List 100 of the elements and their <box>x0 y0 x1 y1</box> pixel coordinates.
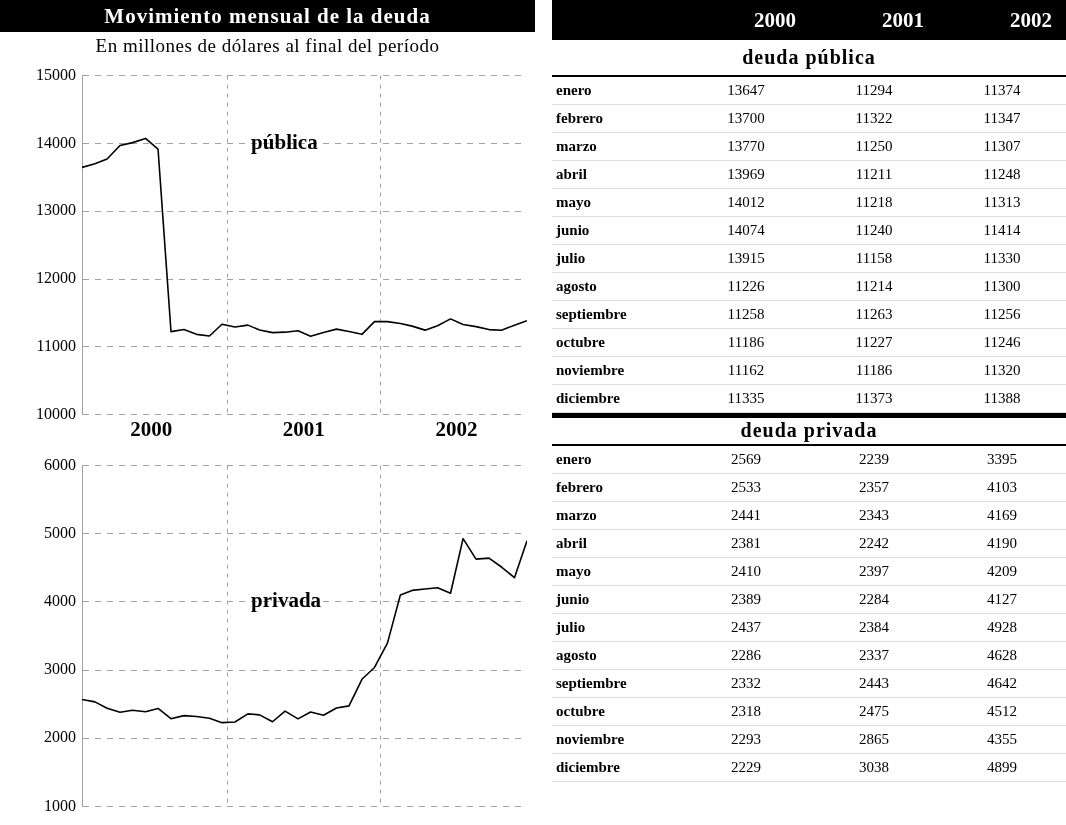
y-tick-label: enero <box>555 449 593 469</box>
y-tick-label: diciembre <box>555 757 621 777</box>
y-tick-label: 4000 <box>44 592 76 610</box>
y-tick-label: diciembre <box>555 388 621 408</box>
data-label: 4628 <box>986 645 1018 665</box>
data-label: 2475 <box>858 701 890 721</box>
y-tick-label: abril <box>555 533 588 553</box>
data-label: 2397 <box>858 561 890 581</box>
data-label: 2229 <box>730 757 762 777</box>
data-label: 4127 <box>986 589 1018 609</box>
y-tick-label: 3000 <box>44 660 76 678</box>
data-label: 14074 <box>726 220 766 240</box>
data-label: 2441 <box>730 505 762 525</box>
y-tick-label: agosto <box>555 276 598 296</box>
data-label: 4355 <box>986 729 1018 749</box>
data-label: 2389 <box>730 589 762 609</box>
data-label: 11218 <box>854 192 894 212</box>
y-tick-label: 14000 <box>36 133 76 151</box>
data-label: 2239 <box>858 449 890 469</box>
y-tick-label: 10000 <box>36 405 76 422</box>
y-tick-label: mayo <box>555 192 592 212</box>
data-label: 11186 <box>726 332 766 352</box>
data-label: 11335 <box>726 388 766 408</box>
data-label: 11414 <box>982 220 1022 240</box>
chart-title: Movimiento mensual de la deuda <box>0 0 535 32</box>
data-label: 11313 <box>982 192 1022 212</box>
data-label: 2332 <box>730 673 762 693</box>
y-tick-label: 2000 <box>44 728 76 746</box>
y-tick-label: septiembre <box>555 304 628 324</box>
data-label: 2343 <box>858 505 890 525</box>
y-tick-label: febrero <box>555 477 604 497</box>
data-label: 3038 <box>858 757 890 777</box>
y-tick-label: julio <box>555 617 587 637</box>
y-tick-label: agosto <box>555 645 598 665</box>
data-label: 11162 <box>726 360 766 380</box>
data-label: 11307 <box>982 136 1022 156</box>
data-label: 11214 <box>854 276 894 296</box>
data-label: 4642 <box>986 673 1018 693</box>
data-label: 14012 <box>726 192 766 212</box>
data-label: 11300 <box>982 276 1022 296</box>
y-tick-label: abril <box>555 164 588 184</box>
y-tick-label: enero <box>555 80 593 100</box>
data-label: 2410 <box>730 561 762 581</box>
x-tick-label: 2001 <box>282 416 325 441</box>
y-tick-label: 1000 <box>44 796 76 814</box>
data-label: 2337 <box>858 645 890 665</box>
data-label: 2284 <box>858 589 890 609</box>
data-label: 13700 <box>726 108 766 128</box>
data-label: 11330 <box>982 248 1022 268</box>
y-tick-label: junio <box>555 589 591 609</box>
y-tick-label: 15000 <box>36 65 76 83</box>
data-label: 13647 <box>726 80 766 100</box>
data-label: 2286 <box>730 645 762 665</box>
data-label: 2443 <box>858 673 890 693</box>
data-label: 2318 <box>730 701 762 721</box>
data-label: 3395 <box>986 449 1018 469</box>
x-tick-label: 2001 <box>810 0 938 40</box>
x-tick-label: 2002 <box>435 416 478 441</box>
data-label: 11211 <box>854 164 894 184</box>
y-tick-label: noviembre <box>555 360 626 380</box>
x-tick-label: 2000 <box>682 0 810 40</box>
data-label: 4190 <box>986 533 1018 553</box>
text: privada <box>251 588 322 613</box>
data-label: 11263 <box>854 304 894 324</box>
data-label: 11248 <box>982 164 1022 184</box>
data-label: 2437 <box>730 617 762 637</box>
y-tick-label: 13000 <box>36 201 76 219</box>
data-label: 2865 <box>858 729 890 749</box>
data-label: 11374 <box>982 80 1022 100</box>
data-label: 2533 <box>730 477 762 497</box>
y-tick-label: junio <box>555 220 591 240</box>
y-tick-label: 5000 <box>44 523 76 541</box>
y-tick-label: 12000 <box>36 269 76 287</box>
y-tick-label: marzo <box>555 136 598 156</box>
data-label: 11320 <box>982 360 1022 380</box>
y-tick-label: febrero <box>555 108 604 128</box>
data-label: 4169 <box>986 505 1018 525</box>
data-label: 4899 <box>986 757 1018 777</box>
data-label: 2569 <box>730 449 762 469</box>
data-label: 4512 <box>986 701 1018 721</box>
y-tick-label: 11000 <box>36 337 76 355</box>
data-label: 11186 <box>854 360 894 380</box>
y-tick-label: noviembre <box>555 729 626 749</box>
y-tick-label: marzo <box>555 505 598 525</box>
data-label: 11250 <box>854 136 894 156</box>
data-label: 13969 <box>726 164 766 184</box>
data-label: 4928 <box>986 617 1018 637</box>
data-label: 2293 <box>730 729 762 749</box>
y-tick-label: mayo <box>555 561 592 581</box>
data-label: 4103 <box>986 477 1018 497</box>
data-label: 11246 <box>982 332 1022 352</box>
data-label: 2381 <box>730 533 762 553</box>
y-tick-label: octubre <box>555 332 606 352</box>
y-tick-label: 6000 <box>44 455 76 473</box>
data-label: 11388 <box>982 388 1022 408</box>
data-label: 11158 <box>854 248 894 268</box>
data-label: 13915 <box>726 248 766 268</box>
data-label: 2357 <box>858 477 890 497</box>
x-tick-label: 2002 <box>938 0 1066 40</box>
data-label: 11227 <box>854 332 894 352</box>
